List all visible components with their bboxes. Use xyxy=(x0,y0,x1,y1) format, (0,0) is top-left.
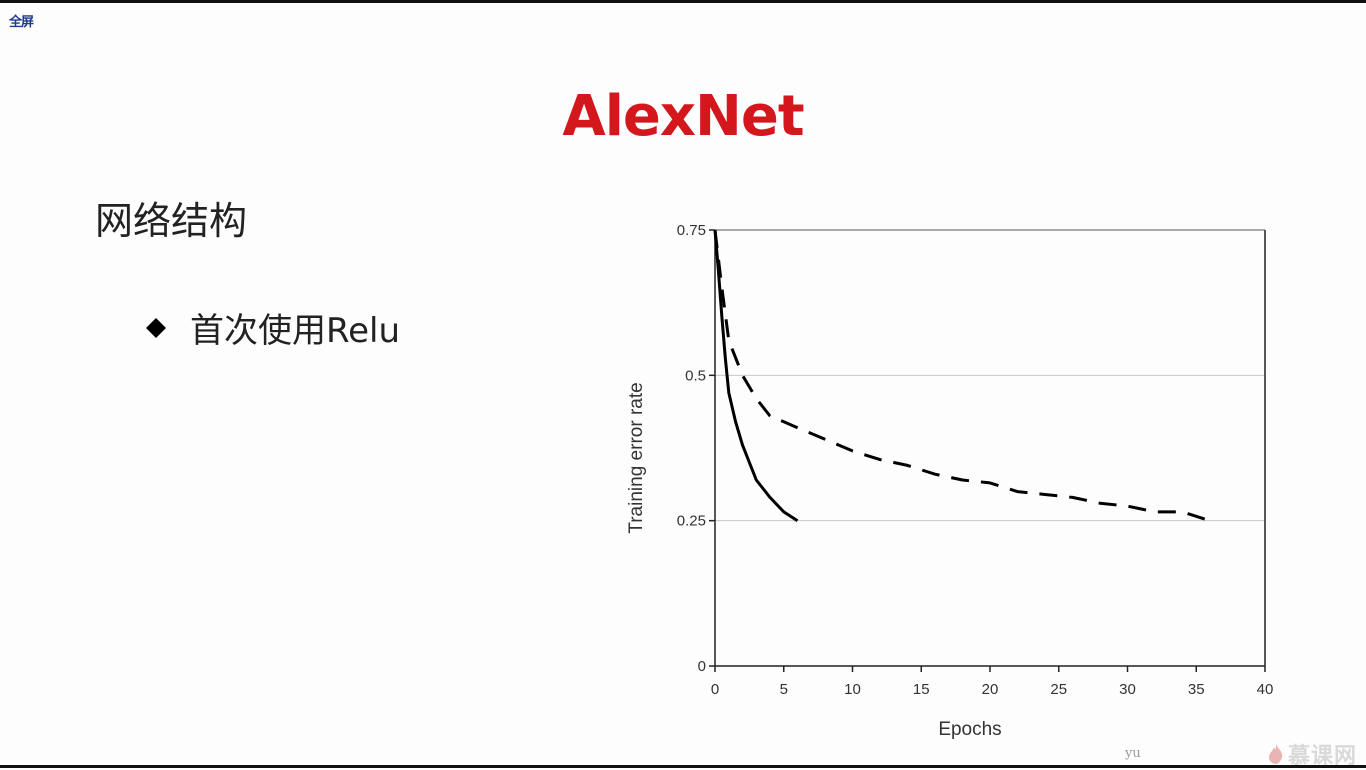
brand-logo: 慕课网 xyxy=(1268,738,1357,770)
bottom-border xyxy=(0,765,1366,768)
x-tick-label: 35 xyxy=(1188,681,1205,698)
x-tick-label: 15 xyxy=(913,681,930,698)
series-line-solid xyxy=(713,229,799,522)
x-tick-label: 0 xyxy=(711,681,719,698)
x-tick-label: 25 xyxy=(1050,681,1067,698)
y-axis-label: Training error rate xyxy=(626,382,647,533)
brand-name: 慕课网 xyxy=(1288,744,1358,769)
bullet-item: 首次使用Relu xyxy=(146,303,400,352)
slide-title: AlexNet xyxy=(562,84,804,149)
fullscreen-button[interactable]: 全屏 xyxy=(9,15,34,30)
training-error-chart: 0 5 10 15 20 25 30 35 40 0 0.25 0.5 0.75 Epochs Traini… xyxy=(626,222,1274,740)
x-tick-label: 30 xyxy=(1119,681,1136,698)
x-axis-label: Epochs xyxy=(938,719,1001,740)
x-tick-label: 10 xyxy=(844,681,861,698)
y-tick-label: 0.25 xyxy=(677,513,706,530)
section-heading: 网络结构 xyxy=(95,199,248,243)
flame-icon xyxy=(1269,744,1283,764)
y-tick-label: 0.75 xyxy=(677,222,706,239)
series-line-dashed xyxy=(713,229,1211,523)
bullet-text: 首次使用Relu xyxy=(190,311,401,351)
x-tick-label: 20 xyxy=(982,681,999,698)
y-tick-label: 0 xyxy=(698,658,706,675)
watermark-user: yu xyxy=(1125,746,1141,761)
diamond-icon xyxy=(146,317,166,338)
x-tick-label: 5 xyxy=(780,681,788,698)
x-tick-label: 40 xyxy=(1257,681,1274,698)
top-border xyxy=(0,0,1366,3)
y-tick-label: 0.5 xyxy=(685,367,706,384)
